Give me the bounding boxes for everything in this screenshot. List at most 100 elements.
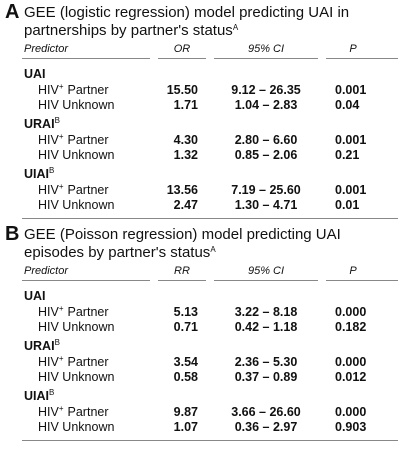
header-rule [22,58,150,59]
column-header: OR [173,43,191,55]
panel-title: GEE (Poisson regression) model predictin… [24,226,394,262]
p-value: 0.903 [335,420,367,434]
estimate: 0.58 [173,370,198,384]
row-label-sup: + [58,182,64,191]
estimate: 15.50 [166,83,198,97]
group-label: UIAIB [24,166,55,182]
p-value: 0.000 [335,355,367,369]
p-value: 0.000 [335,405,367,419]
estimate: 1.32 [173,148,198,162]
row-label: HIV Unknown [38,198,114,212]
column-header: P [349,265,357,277]
column-header: Predictor [24,265,69,277]
group-footnote: B [49,388,55,397]
estimate: 5.13 [173,305,198,319]
group-name: UIAI [24,389,49,403]
row-label: HIV+ Partner [38,404,109,420]
header-rule [158,58,206,59]
header-rule [326,280,398,281]
row-label-text: HIV Unknown [38,420,115,434]
row-label-rest: Partner [67,305,109,319]
estimate: 0.71 [173,320,198,334]
group-footnote: B [54,338,60,347]
p-value: 0.012 [335,370,367,384]
row-label-text: HIV Unknown [38,370,115,384]
estimate: 4.30 [173,133,198,147]
column-header: Predictor [24,43,69,55]
p-value: 0.001 [335,83,367,97]
row-label-sup: + [58,82,64,91]
row-label-sup: + [58,132,64,141]
group-name: URAI [24,117,55,131]
column-header: RR [174,265,190,277]
row-label-text: HIV Unknown [38,320,115,334]
estimate: 2.47 [173,198,198,212]
group-name: UIAI [24,167,49,181]
column-header: 95% CI [247,265,285,277]
estimate: 1.71 [173,98,198,112]
confidence-interval: 0.42 – 1.18 [234,320,298,334]
row-label: HIV Unknown [38,320,114,334]
header-rule [214,280,318,281]
confidence-interval: 3.66 – 26.60 [231,405,301,419]
row-label: HIV Unknown [38,370,114,384]
row-label-rest: Partner [67,355,109,369]
group-label: UAI [24,289,46,303]
confidence-interval: 1.04 – 2.83 [234,98,298,112]
panel-title: GEE (logistic regression) model predicti… [24,4,394,40]
p-value: 0.182 [335,320,367,334]
confidence-interval: 0.36 – 2.97 [234,420,298,434]
confidence-interval: 0.37 – 0.89 [234,370,298,384]
column-header: 95% CI [247,43,285,55]
group-footnote: B [49,166,55,175]
group-label: UIAIB [24,388,55,404]
title-text: GEE (logistic regression) model predicti… [24,4,350,39]
p-value: 0.21 [335,148,360,162]
row-label: HIV Unknown [38,420,114,434]
row-label-text: HIV [38,133,59,147]
table-bottom-rule [22,218,398,219]
header-rule [214,58,318,59]
row-label-rest: Partner [67,133,109,147]
row-label-text: HIV Unknown [38,148,115,162]
group-label: URAIB [24,338,60,354]
group-name: UAI [24,67,46,81]
row-label: HIV+ Partner [38,305,109,320]
confidence-interval: 1.30 – 4.71 [234,198,298,212]
row-label-text: HIV [38,83,59,97]
row-label-text: HIV [38,405,59,419]
title-text: GEE (Poisson regression) model predictin… [24,226,341,261]
confidence-interval: 9.12 – 26.35 [231,83,301,97]
confidence-interval: 7.19 – 25.60 [231,183,301,197]
header-rule [22,280,150,281]
column-header: P [349,43,357,55]
row-label-sup: + [58,354,64,363]
confidence-interval: 3.22 – 8.18 [234,305,298,319]
row-label: HIV+ Partner [38,354,109,370]
row-label: HIV+ Partner [38,132,109,148]
confidence-interval: 2.36 – 5.30 [234,355,298,369]
title-footnote: A [210,245,216,254]
p-value: 0.001 [335,183,367,197]
row-label-sup: + [58,404,64,413]
p-value: 0.04 [335,98,360,112]
table-bottom-rule [22,440,398,441]
estimate: 1.07 [173,420,198,434]
panel-letter: B [5,223,20,245]
estimate: 13.56 [166,183,198,197]
group-label: UAI [24,67,46,81]
header-rule [326,58,398,59]
row-label-text: HIV [38,355,59,369]
estimate: 3.54 [173,355,198,369]
row-label: HIV+ Partner [38,82,109,98]
row-label-rest: Partner [67,183,109,197]
row-label-text: HIV [38,183,59,197]
row-label: HIV Unknown [38,148,114,162]
title-footnote: A [232,23,239,32]
estimate: 9.87 [173,405,198,419]
p-value: 0.001 [335,133,367,147]
confidence-interval: 0.85 – 2.06 [234,148,298,162]
group-name: URAI [24,339,55,353]
row-label-text: HIV Unknown [38,98,115,112]
